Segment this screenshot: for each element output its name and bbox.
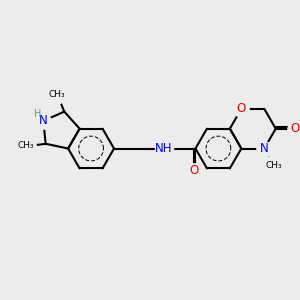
Text: H: H: [34, 110, 42, 119]
Text: CH₃: CH₃: [48, 90, 64, 99]
Text: CH₃: CH₃: [266, 161, 282, 170]
Text: O: O: [290, 122, 299, 135]
Text: O: O: [189, 164, 199, 177]
Text: O: O: [237, 102, 246, 115]
Text: N: N: [39, 115, 48, 128]
Text: N: N: [260, 142, 268, 155]
Text: NH: NH: [155, 142, 172, 155]
Text: CH₃: CH₃: [17, 141, 34, 150]
